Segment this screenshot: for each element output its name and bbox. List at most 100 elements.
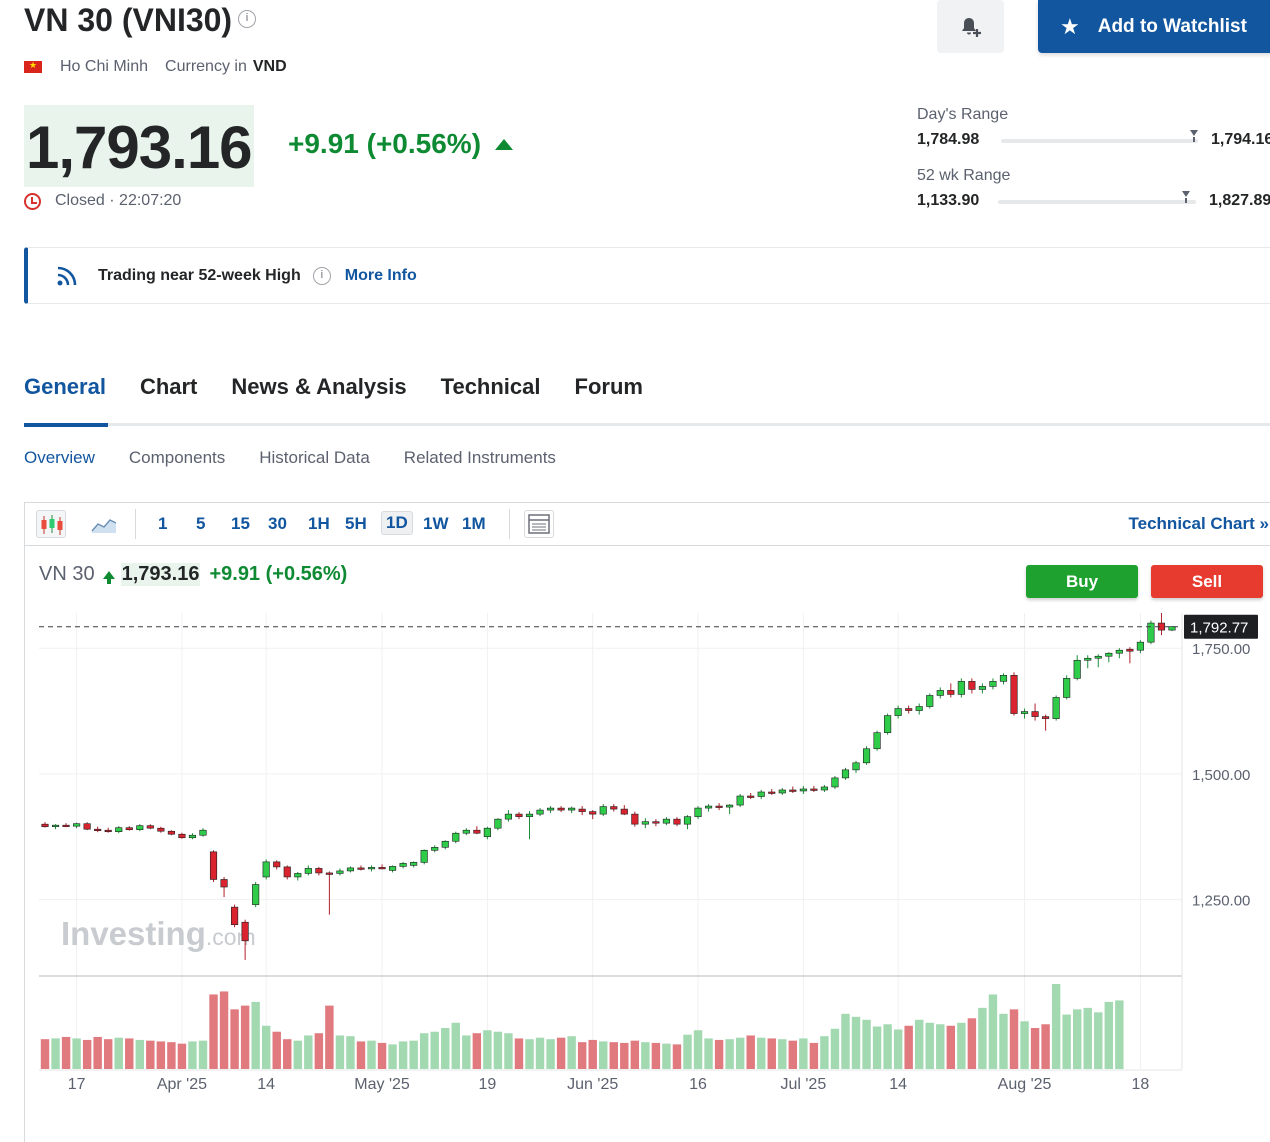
candle[interactable] — [536, 808, 544, 817]
subtab-overview[interactable]: Overview — [24, 448, 95, 467]
candle[interactable] — [62, 823, 70, 828]
candle[interactable] — [367, 865, 376, 872]
interval-1m[interactable]: 1M — [462, 514, 486, 533]
candle[interactable] — [304, 865, 312, 876]
candle[interactable] — [483, 826, 491, 840]
subtab-historical-data[interactable]: Historical Data — [259, 448, 370, 467]
candle[interactable] — [662, 817, 670, 826]
candle[interactable] — [694, 806, 702, 820]
candle[interactable] — [1020, 708, 1029, 719]
candle[interactable] — [1105, 652, 1113, 663]
candle[interactable] — [146, 824, 154, 830]
candle[interactable] — [283, 865, 291, 880]
candle[interactable] — [220, 876, 228, 898]
candle[interactable] — [578, 806, 586, 816]
candle[interactable] — [504, 810, 513, 822]
candle[interactable] — [94, 826, 102, 833]
candle[interactable] — [915, 703, 923, 715]
candle[interactable] — [568, 806, 576, 814]
candle[interactable] — [346, 866, 355, 873]
candle[interactable] — [241, 919, 249, 960]
candle[interactable] — [652, 819, 660, 827]
candle[interactable] — [73, 822, 81, 829]
candle[interactable] — [231, 904, 239, 928]
candle[interactable] — [947, 683, 955, 698]
candle[interactable] — [1042, 714, 1050, 731]
area-chart-type-button[interactable] — [89, 510, 119, 538]
candle[interactable] — [820, 784, 828, 792]
tab-chart[interactable]: Chart — [139, 374, 198, 399]
candle[interactable] — [399, 861, 407, 869]
candle[interactable] — [831, 775, 839, 789]
candle[interactable] — [799, 785, 807, 794]
candle[interactable] — [273, 860, 281, 870]
candle[interactable] — [209, 850, 218, 882]
candle[interactable] — [1073, 655, 1081, 681]
candle[interactable] — [768, 788, 776, 796]
candle[interactable] — [136, 824, 144, 832]
candle[interactable] — [115, 826, 123, 834]
candle[interactable] — [810, 785, 818, 792]
candle[interactable] — [926, 693, 934, 709]
candle[interactable] — [736, 794, 744, 808]
candle[interactable] — [1031, 703, 1039, 721]
candle[interactable] — [715, 803, 723, 811]
candle[interactable] — [989, 678, 997, 690]
tab-news-analysis[interactable]: News & Analysis — [231, 374, 407, 399]
candle[interactable] — [252, 881, 260, 908]
candle[interactable] — [1094, 654, 1102, 668]
candle[interactable] — [1157, 613, 1166, 636]
candle[interactable] — [41, 822, 49, 828]
interval-15[interactable]: 15 — [231, 514, 250, 533]
interval-30[interactable]: 30 — [268, 514, 287, 533]
candle[interactable] — [862, 746, 871, 765]
info-icon[interactable]: i — [238, 9, 257, 28]
candle[interactable] — [1147, 620, 1155, 645]
candle[interactable] — [51, 824, 60, 830]
candle[interactable] — [557, 806, 565, 813]
interval-5[interactable]: 5 — [196, 514, 206, 533]
candle[interactable] — [547, 806, 555, 814]
sell-button[interactable]: Sell — [1151, 565, 1263, 598]
candle[interactable] — [789, 786, 797, 793]
candle[interactable] — [104, 827, 112, 833]
candle[interactable] — [420, 849, 428, 865]
candle[interactable] — [125, 826, 133, 831]
interval-1d[interactable]: 1D — [381, 511, 413, 535]
candle[interactable] — [525, 811, 534, 840]
candle[interactable] — [978, 683, 986, 694]
buy-button[interactable]: Buy — [1026, 565, 1138, 598]
tab-general[interactable]: General — [24, 374, 106, 399]
subtab-components[interactable]: Components — [128, 448, 226, 467]
candle[interactable] — [389, 865, 397, 873]
price-alert-button[interactable] — [937, 0, 1004, 53]
subtab-related-instruments[interactable]: Related Instruments — [403, 448, 556, 467]
candle[interactable] — [620, 805, 628, 816]
candle[interactable] — [431, 845, 439, 853]
interval-5h[interactable]: 5H — [345, 514, 367, 533]
candle[interactable] — [325, 871, 333, 915]
price-chart[interactable]: Investing.com 1,250.00 1,500.00 1,750.00 17… — [25, 603, 1269, 1142]
add-to-watchlist-button[interactable]: ★ Add to Watchlist — [1038, 0, 1270, 53]
candle[interactable] — [884, 713, 892, 735]
candle[interactable] — [515, 812, 523, 820]
technical-chart-link[interactable]: Technical Chart » — [1129, 514, 1269, 534]
candle[interactable] — [683, 815, 692, 830]
candle[interactable] — [262, 859, 270, 880]
candle[interactable] — [673, 817, 681, 827]
candle[interactable] — [473, 826, 481, 835]
alert-info-icon[interactable]: i — [312, 266, 331, 285]
candle[interactable] — [778, 787, 786, 796]
tab-technical[interactable]: Technical — [440, 374, 541, 399]
candle[interactable] — [494, 818, 502, 831]
candle[interactable] — [1136, 640, 1144, 654]
candle[interactable] — [410, 861, 418, 868]
candle[interactable] — [873, 730, 881, 751]
candle[interactable] — [1063, 675, 1071, 700]
candle[interactable] — [378, 864, 386, 870]
candle[interactable] — [199, 828, 207, 837]
candle[interactable] — [936, 687, 944, 699]
candle[interactable] — [167, 830, 175, 836]
candle[interactable] — [894, 705, 902, 719]
candle[interactable] — [357, 865, 365, 871]
